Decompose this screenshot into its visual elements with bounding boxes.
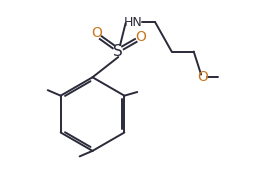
Text: S: S [113,44,123,59]
Text: O: O [197,70,208,84]
Text: O: O [135,30,146,44]
Text: O: O [91,26,102,40]
Text: HN: HN [124,16,142,29]
